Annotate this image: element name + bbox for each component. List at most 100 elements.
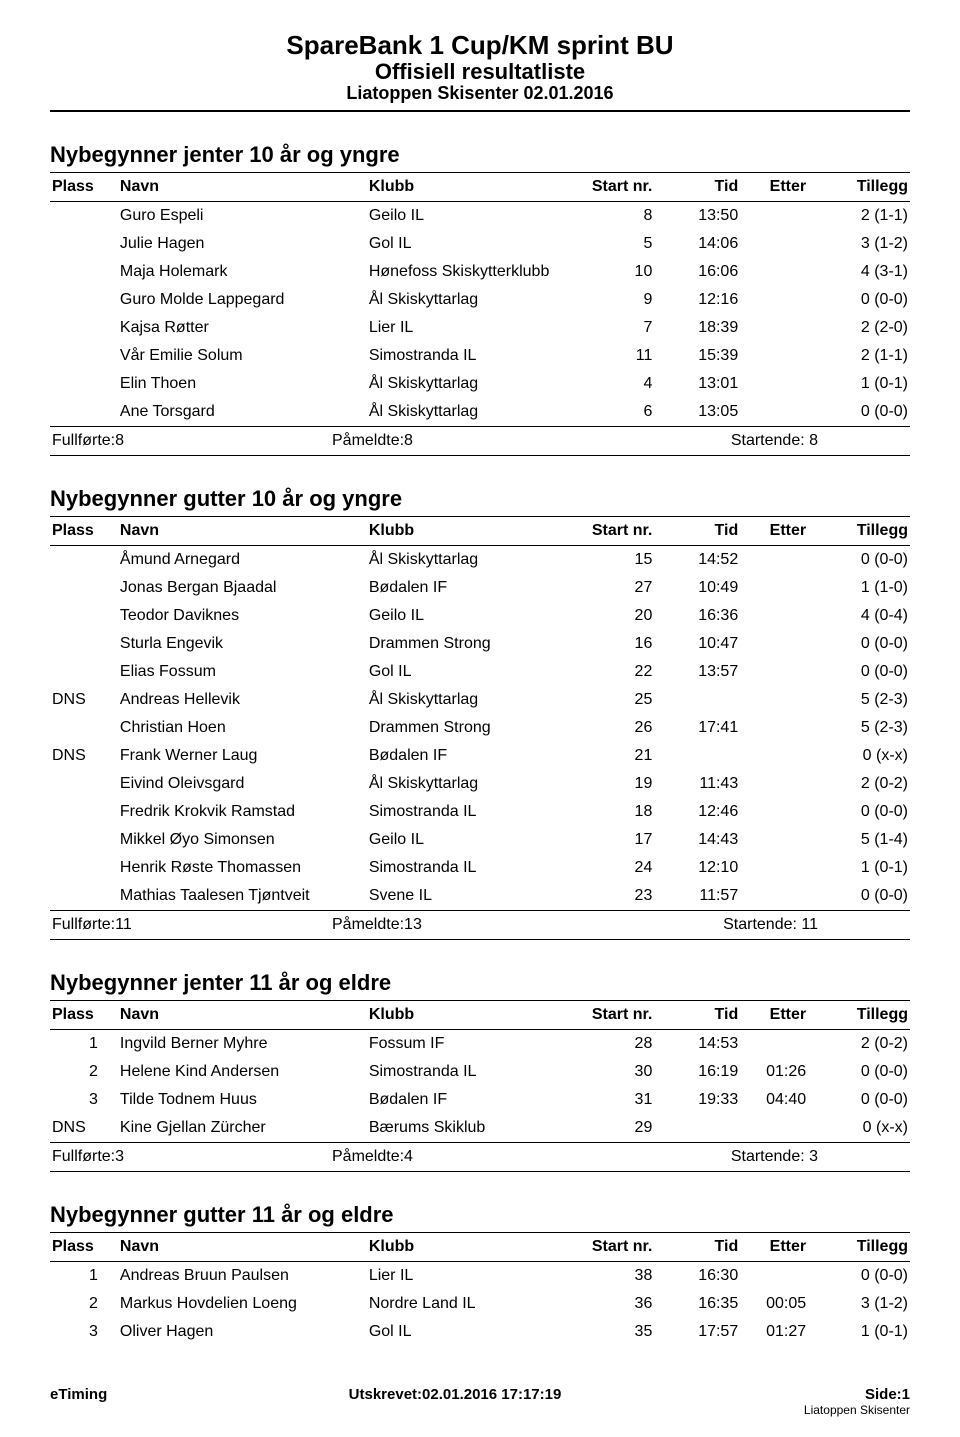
cell-tid: 14:06 [672, 230, 740, 258]
cell-tillegg: 1 (0-1) [808, 1318, 910, 1346]
footer-venue: Liatoppen Skisenter [710, 1403, 910, 1417]
cell-tillegg: 5 (2-3) [808, 714, 910, 742]
page-header: SpareBank 1 Cup/KM sprint BU Offisiell r… [50, 30, 910, 104]
cell-tillegg: 0 (0-0) [808, 630, 910, 658]
cell-etter [740, 714, 808, 742]
cell-navn: Markus Hovdelien Loeng [118, 1290, 367, 1318]
cell-start: 9 [582, 286, 673, 314]
cell-start: 19 [582, 770, 673, 798]
cell-start: 30 [582, 1058, 673, 1086]
cell-tillegg: 1 (0-1) [808, 854, 910, 882]
cell-tid: 13:05 [672, 398, 740, 426]
cell-tid: 12:10 [672, 854, 740, 882]
cell-navn: Guro Espeli [118, 202, 367, 230]
col-header-klubb: Klubb [367, 517, 582, 545]
cell-tillegg: 5 (1-4) [808, 826, 910, 854]
footer-center: Utskrevet:02.01.2016 17:17:19 [200, 1386, 710, 1417]
cell-navn: Jonas Bergan Bjaadal [118, 574, 367, 602]
cell-plass [50, 370, 118, 398]
table-row: 1Andreas Bruun PaulsenLier IL3816:300 (0… [50, 1262, 910, 1290]
cell-plass [50, 546, 118, 574]
table-row: DNSAndreas HellevikÅl Skiskyttarlag255 (… [50, 686, 910, 714]
cell-klubb: Gol IL [367, 658, 582, 686]
table-row: Maja HolemarkHønefoss Skiskytterklubb101… [50, 258, 910, 286]
cell-plass: 1 [50, 1030, 118, 1058]
table-row: Henrik Røste ThomassenSimostranda IL2412… [50, 854, 910, 882]
cell-start: 23 [582, 882, 673, 910]
table-row: Sturla EngevikDrammen Strong1610:470 (0-… [50, 630, 910, 658]
page-footer: eTiming Utskrevet:02.01.2016 17:17:19 Si… [50, 1386, 910, 1417]
cell-start: 25 [582, 686, 673, 714]
table-row: Christian HoenDrammen Strong2617:415 (2-… [50, 714, 910, 742]
cell-plass [50, 230, 118, 258]
cell-tillegg: 0 (0-0) [808, 286, 910, 314]
cell-start: 28 [582, 1030, 673, 1058]
cell-etter [740, 630, 808, 658]
col-header-start: Start nr. [582, 1233, 673, 1261]
cell-tid: 12:16 [672, 286, 740, 314]
cell-navn: Mikkel Øyo Simonsen [118, 826, 367, 854]
table-row: 2Markus Hovdelien LoengNordre Land IL361… [50, 1290, 910, 1318]
cell-start: 10 [582, 258, 673, 286]
cell-navn: Maja Holemark [118, 258, 367, 286]
results-table: PlassNavnKlubbStart nr.TidEtterTillegg [50, 1001, 910, 1029]
cell-tid [672, 742, 740, 770]
cell-navn: Kajsa Røtter [118, 314, 367, 342]
cell-klubb: Geilo IL [367, 602, 582, 630]
col-header-plass: Plass [50, 1001, 118, 1029]
col-header-klubb: Klubb [367, 1233, 582, 1261]
cell-etter [740, 546, 808, 574]
table-header-row: PlassNavnKlubbStart nr.TidEtterTillegg [50, 517, 910, 545]
cell-tillegg: 0 (0-0) [808, 546, 910, 574]
cell-navn: Eivind Oleivsgard [118, 770, 367, 798]
cell-klubb: Lier IL [367, 1262, 582, 1290]
cell-navn: Guro Molde Lappegard [118, 286, 367, 314]
table-row: Elias FossumGol IL2213:570 (0-0) [50, 658, 910, 686]
cell-tillegg: 2 (1-1) [808, 342, 910, 370]
cell-etter: 01:26 [740, 1058, 808, 1086]
cell-tillegg: 0 (0-0) [808, 1086, 910, 1114]
cell-tillegg: 3 (1-2) [808, 1290, 910, 1318]
cell-tillegg: 0 (0-0) [808, 1262, 910, 1290]
cell-tillegg: 0 (0-0) [808, 798, 910, 826]
cell-tillegg: 0 (0-0) [808, 1058, 910, 1086]
col-header-start: Start nr. [582, 517, 673, 545]
cell-start: 26 [582, 714, 673, 742]
results-body: Åmund ArnegardÅl Skiskyttarlag1514:520 (… [50, 546, 910, 910]
cell-klubb: Simostranda IL [367, 854, 582, 882]
cell-klubb: Simostranda IL [367, 798, 582, 826]
col-header-tillegg: Tillegg [808, 517, 910, 545]
cell-klubb: Geilo IL [367, 826, 582, 854]
title-line-2: Offisiell resultatliste [50, 59, 910, 85]
results-body: 1Ingvild Berner MyhreFossum IF2814:532 (… [50, 1030, 910, 1142]
result-section: Nybegynner jenter 11 år og eldrePlassNav… [50, 970, 910, 1172]
cell-tid: 16:06 [672, 258, 740, 286]
cell-klubb: Bærums Skiklub [367, 1114, 582, 1142]
cell-klubb: Bødalen IF [367, 574, 582, 602]
cell-navn: Christian Hoen [118, 714, 367, 742]
cell-tid: 16:35 [672, 1290, 740, 1318]
col-header-klubb: Klubb [367, 1001, 582, 1029]
table-row: 3Oliver HagenGol IL3517:5701:271 (0-1) [50, 1318, 910, 1346]
cell-plass [50, 258, 118, 286]
cell-tid: 10:49 [672, 574, 740, 602]
cell-tid: 19:33 [672, 1086, 740, 1114]
cell-klubb: Nordre Land IL [367, 1290, 582, 1318]
cell-plass: 1 [50, 1262, 118, 1290]
cell-tid: 13:01 [672, 370, 740, 398]
table-row: Kajsa RøtterLier IL718:392 (2-0) [50, 314, 910, 342]
section-title: Nybegynner jenter 10 år og yngre [50, 142, 910, 168]
table-row: DNSFrank Werner LaugBødalen IF210 (x-x) [50, 742, 910, 770]
cell-start: 21 [582, 742, 673, 770]
table-row: Åmund ArnegardÅl Skiskyttarlag1514:520 (… [50, 546, 910, 574]
cell-plass [50, 342, 118, 370]
cell-etter [740, 1262, 808, 1290]
cell-plass [50, 854, 118, 882]
cell-tid: 11:57 [672, 882, 740, 910]
cell-tid: 16:30 [672, 1262, 740, 1290]
cell-etter [740, 882, 808, 910]
col-header-start: Start nr. [582, 1001, 673, 1029]
section-title: Nybegynner gutter 10 år og yngre [50, 486, 910, 512]
col-header-tid: Tid [672, 1233, 740, 1261]
summary-divider [50, 455, 910, 456]
